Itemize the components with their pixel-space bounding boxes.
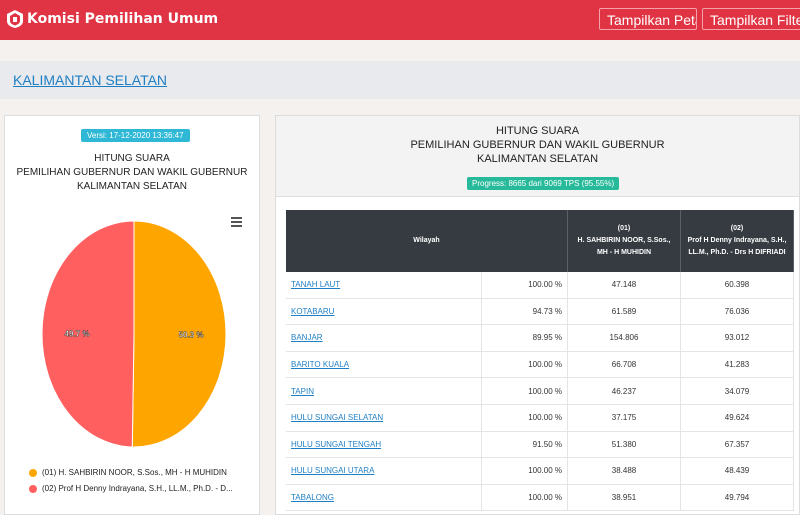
region-link[interactable]: HULU SUNGAI SELATAN <box>291 413 384 423</box>
region-cell: HULU SUNGAI SELATAN <box>286 404 483 432</box>
progress-pct-cell: 100.00 % <box>481 457 568 485</box>
region-cell: HULU SUNGAI UTARA <box>286 457 483 485</box>
col1-name: H. SAHBIRIN NOOR, S.Sos., MH - H MUHIDIN <box>577 237 671 256</box>
table-row: TAPIN 100.00 % 46.237 34.079 <box>286 377 794 405</box>
pie-slice-label-2: 49.7 % <box>65 329 90 338</box>
table-row: TANAH LAUT 100.00 % 47.148 60.398 <box>286 272 794 299</box>
region-cell: BANJAR <box>286 324 483 352</box>
votes-02-cell: 93.012 <box>680 324 794 352</box>
chart-heading: HITUNG SUARA PEMILIHAN GUBERNUR DAN WAKI… <box>5 152 259 194</box>
progress-pct-cell: 100.00 % <box>481 404 568 432</box>
results-table: Wilayah (01) H. SAHBIRIN NOOR, S.Sos., M… <box>286 210 794 512</box>
pie-chart: 50.3 % 49.7 % <box>42 221 226 447</box>
show-filter-button[interactable]: Tampilkan Filter <box>702 8 800 30</box>
table-row: KOTABARU 94.73 % 61.589 76.036 <box>286 298 794 326</box>
show-map-button[interactable]: Tampilkan Peta <box>599 8 697 30</box>
votes-02-cell: 34.079 <box>680 377 794 405</box>
kpu-logo-icon <box>7 10 23 28</box>
progress-pct-cell: 100.00 % <box>481 272 568 299</box>
results-card: HITUNG SUARA PEMILIHAN GUBERNUR DAN WAKI… <box>275 115 800 515</box>
region-cell: TANAH LAUT <box>286 272 483 299</box>
votes-01-cell: 37.175 <box>567 404 681 432</box>
progress-pct-cell: 100.00 % <box>481 484 568 512</box>
progress-badge: Progress: 8665 dari 9069 TPS (95.55%) <box>467 177 620 190</box>
col2-name: Prof H Denny Indrayana, S.H., LL.M., Ph.… <box>687 237 787 256</box>
col-header-candidate-02: (02) Prof H Denny Indrayana, S.H., LL.M.… <box>680 210 794 272</box>
table-row: HULU SUNGAI SELATAN 100.00 % 37.175 49.624 <box>286 404 794 432</box>
chart-title-line1: HITUNG SUARA <box>94 153 170 164</box>
table-row: BARITO KUALA 100.00 % 66.708 41.283 <box>286 351 794 379</box>
votes-02-cell: 67.357 <box>680 431 794 459</box>
results-heading: HITUNG SUARA PEMILIHAN GUBERNUR DAN WAKI… <box>276 124 799 166</box>
col-header-candidate-01: (01) H. SAHBIRIN NOOR, S.Sos., MH - H MU… <box>567 210 681 272</box>
legend-label-01: (01) H. SAHBIRIN NOOR, S.Sos., MH - H MU… <box>42 468 227 477</box>
votes-01-cell: 61.589 <box>567 298 681 326</box>
votes-02-cell: 49.794 <box>680 484 794 512</box>
progress-pct-cell: 89.95 % <box>481 324 568 352</box>
version-badge: Versi: 17-12-2020 13:36:47 <box>81 129 190 142</box>
brand-title: Komisi Pemilihan Umum <box>27 11 219 27</box>
table-row: HULU SUNGAI UTARA 100.00 % 38.488 48.439 <box>286 457 794 485</box>
col1-number: (01) <box>617 225 631 232</box>
results-title-line2: PEMILIHAN GUBERNUR DAN WAKIL GUBERNUR <box>410 139 665 151</box>
votes-02-cell: 76.036 <box>680 298 794 326</box>
chart-menu-icon[interactable] <box>231 217 242 227</box>
region-link[interactable]: HULU SUNGAI UTARA <box>291 466 375 476</box>
legend-swatch-01 <box>29 468 37 477</box>
votes-02-cell: 48.439 <box>680 457 794 485</box>
progress-pct-cell: 100.00 % <box>481 351 568 379</box>
table-row: HULU SUNGAI TENGAH 91.50 % 51.380 67.357 <box>286 431 794 459</box>
progress-pct-cell: 100.00 % <box>481 377 568 405</box>
votes-01-cell: 47.148 <box>567 272 681 299</box>
legend-item-02[interactable]: (02) Prof H Denny Indrayana, S.H., LL.M.… <box>29 484 233 493</box>
region-link[interactable]: TAPIN <box>291 386 314 396</box>
votes-02-cell: 60.398 <box>680 272 794 299</box>
breadcrumb-region-link[interactable]: KALIMANTAN SELATAN <box>13 72 168 88</box>
pie-slice-label-1: 50.3 % <box>179 331 204 340</box>
votes-01-cell: 154.806 <box>567 324 681 352</box>
region-link[interactable]: BARITO KUALA <box>291 360 350 370</box>
votes-01-cell: 38.488 <box>567 457 681 485</box>
region-link[interactable]: BANJAR <box>291 333 323 343</box>
pie-slice-1[interactable] <box>131 221 226 447</box>
legend-label-02: (02) Prof H Denny Indrayana, S.H., LL.M.… <box>42 484 233 493</box>
pie-slice-2[interactable] <box>42 221 135 447</box>
region-link[interactable]: TANAH LAUT <box>291 280 341 290</box>
region-link[interactable]: KOTABARU <box>291 306 335 316</box>
votes-01-cell: 38.951 <box>567 484 681 512</box>
results-title-line3: KALIMANTAN SELATAN <box>476 153 599 165</box>
legend-swatch-02 <box>29 484 37 493</box>
progress-pct-cell: 91.50 % <box>481 431 568 459</box>
legend-item-01[interactable]: (01) H. SAHBIRIN NOOR, S.Sos., MH - H MU… <box>29 468 227 477</box>
region-cell: TABALONG <box>286 484 483 512</box>
table-row: BANJAR 89.95 % 154.806 93.012 <box>286 324 794 352</box>
votes-02-cell: 41.283 <box>680 351 794 379</box>
col2-number: (02) <box>730 225 744 232</box>
region-link[interactable]: HULU SUNGAI TENGAH <box>291 439 382 449</box>
region-cell: BARITO KUALA <box>286 351 483 379</box>
votes-01-cell: 66.708 <box>567 351 681 379</box>
chart-card: Versi: 17-12-2020 13:36:47 HITUNG SUARA … <box>4 115 260 515</box>
progress-pct-cell: 94.73 % <box>481 298 568 326</box>
chart-title-line3: KALIMANTAN SELATAN <box>76 181 188 192</box>
region-cell: KOTABARU <box>286 298 483 326</box>
top-navbar: Komisi Pemilihan Umum Tampilkan Peta Tam… <box>0 0 800 40</box>
region-cell: HULU SUNGAI TENGAH <box>286 431 483 459</box>
results-title-line1: HITUNG SUARA <box>495 125 580 137</box>
votes-02-cell: 49.624 <box>680 404 794 432</box>
breadcrumb: KALIMANTAN SELATAN <box>0 61 800 99</box>
votes-01-cell: 51.380 <box>567 431 681 459</box>
region-link[interactable]: TABALONG <box>291 493 334 503</box>
table-row: TABALONG 100.00 % 38.951 49.794 <box>286 484 794 512</box>
chart-title-line2: PEMILIHAN GUBERNUR DAN WAKIL GUBERNUR <box>16 167 248 178</box>
votes-01-cell: 46.237 <box>567 377 681 405</box>
region-cell: TAPIN <box>286 377 483 405</box>
col-header-wilayah: Wilayah <box>286 210 568 272</box>
